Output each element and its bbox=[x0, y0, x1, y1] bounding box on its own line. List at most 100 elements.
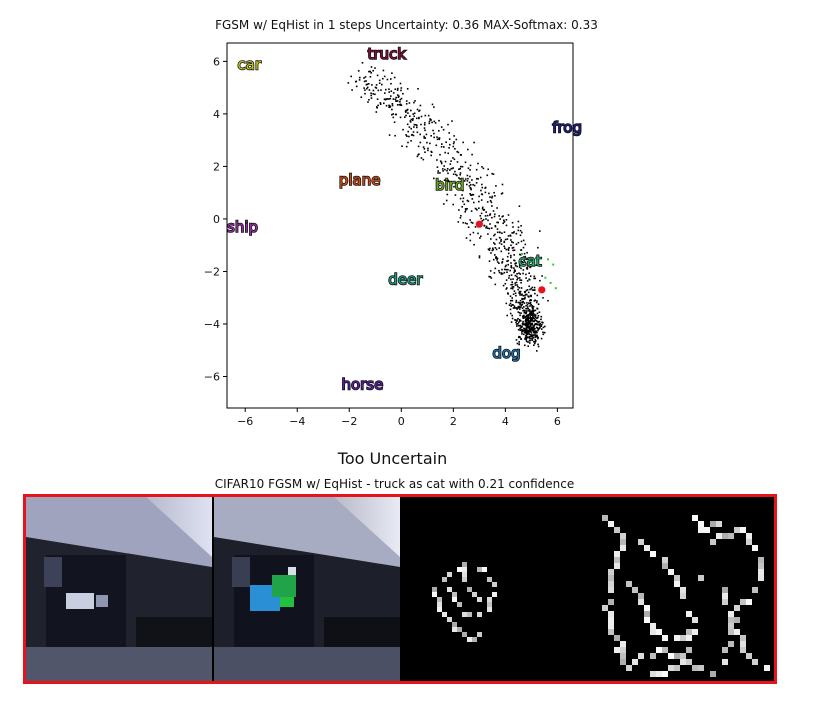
cloud-point bbox=[520, 240, 523, 243]
cloud-point bbox=[519, 329, 521, 331]
map-pixel bbox=[650, 671, 656, 677]
cloud-point bbox=[529, 330, 532, 333]
cloud-point bbox=[542, 331, 544, 334]
map-pixel bbox=[638, 599, 644, 605]
cloud-point bbox=[534, 309, 537, 312]
map-pixel bbox=[620, 533, 626, 539]
cloud-point bbox=[447, 152, 449, 155]
cloud-point bbox=[392, 98, 395, 100]
cloud-point bbox=[534, 277, 537, 280]
cloud-point bbox=[424, 114, 427, 117]
cloud-point bbox=[469, 164, 472, 167]
cloud-point bbox=[535, 264, 537, 266]
green-point bbox=[552, 263, 555, 266]
map-pixel bbox=[692, 665, 698, 671]
class-label-plane: plane bbox=[339, 171, 381, 189]
cloud-point bbox=[524, 255, 526, 258]
cloud-point bbox=[451, 167, 453, 170]
cloud-point bbox=[406, 109, 408, 112]
map-pixel bbox=[614, 557, 620, 563]
map-pixel bbox=[746, 653, 752, 659]
map-pixel bbox=[608, 599, 614, 605]
cloud-point bbox=[478, 255, 481, 257]
cloud-point bbox=[503, 245, 505, 248]
cloud-point bbox=[495, 185, 497, 187]
cloud-point bbox=[500, 273, 503, 275]
caption-text: CIFAR10 FGSM w/ EqHist - truck as cat wi… bbox=[214, 477, 575, 491]
cloud-point bbox=[485, 218, 487, 220]
cloud-point bbox=[530, 304, 533, 306]
cloud-point bbox=[501, 183, 504, 186]
cloud-point bbox=[547, 299, 549, 302]
cloud-point bbox=[528, 339, 531, 342]
cloud-point bbox=[512, 293, 515, 295]
cloud-point bbox=[536, 336, 539, 338]
cloud-point bbox=[519, 327, 521, 330]
map-pixel bbox=[650, 551, 656, 557]
cloud-point bbox=[527, 323, 530, 325]
cloud-point bbox=[518, 277, 521, 279]
cloud-point bbox=[514, 284, 517, 286]
cloud-point bbox=[448, 147, 450, 149]
cloud-point bbox=[513, 271, 515, 274]
cloud-point bbox=[529, 288, 531, 291]
map-pixel bbox=[447, 572, 452, 577]
cloud-point bbox=[443, 179, 446, 181]
cloud-point bbox=[474, 207, 477, 210]
cloud-point bbox=[531, 330, 534, 332]
cloud-point bbox=[450, 183, 453, 186]
cloud-point bbox=[527, 319, 529, 321]
cloud-point bbox=[494, 247, 497, 249]
map-pixel bbox=[437, 597, 442, 602]
cloud-point bbox=[485, 225, 488, 228]
cloud-point bbox=[449, 143, 451, 146]
cloud-point bbox=[509, 295, 512, 297]
map-pixel bbox=[680, 587, 686, 593]
map-pixel bbox=[614, 551, 620, 557]
class-label-frog: frog bbox=[552, 118, 582, 136]
cloud-point bbox=[533, 286, 536, 289]
map-pixel bbox=[650, 629, 656, 635]
cloud-point bbox=[494, 233, 496, 236]
cloud-point bbox=[489, 213, 492, 215]
map-pixel bbox=[608, 611, 614, 617]
cloud-point bbox=[495, 257, 497, 259]
cloud-point bbox=[436, 166, 439, 168]
cloud-point bbox=[423, 135, 425, 138]
cloud-point bbox=[528, 322, 530, 325]
cloud-point bbox=[495, 256, 497, 258]
map-pixel bbox=[462, 577, 467, 582]
verdict-label: Too Uncertain bbox=[0, 449, 813, 468]
class-label-deer: deer bbox=[388, 271, 423, 289]
cloud-point bbox=[528, 327, 531, 330]
map-pixel bbox=[447, 617, 452, 622]
cloud-point bbox=[507, 268, 509, 271]
map-pixel bbox=[638, 653, 644, 659]
cloud-point bbox=[417, 145, 420, 148]
cloud-point bbox=[430, 119, 432, 121]
cloud-point bbox=[406, 135, 408, 137]
cloud-point bbox=[372, 69, 374, 72]
cloud-point bbox=[426, 141, 428, 144]
cloud-point bbox=[511, 304, 513, 306]
cloud-point bbox=[444, 151, 446, 154]
cloud-point bbox=[536, 294, 539, 297]
cloud-point bbox=[527, 326, 530, 329]
cloud-point bbox=[535, 319, 538, 322]
cloud-point bbox=[487, 233, 489, 235]
cloud-point bbox=[513, 269, 516, 271]
cloud-point bbox=[528, 278, 530, 281]
cloud-point bbox=[372, 93, 374, 95]
cloud-point bbox=[520, 338, 522, 340]
cloud-point bbox=[518, 264, 521, 267]
map-pixel bbox=[487, 607, 492, 612]
cloud-point bbox=[511, 232, 513, 234]
cloud-point bbox=[459, 172, 462, 174]
cloud-point bbox=[437, 172, 439, 174]
cloud-point bbox=[448, 138, 451, 140]
map-pixel bbox=[704, 527, 710, 533]
plot-frame bbox=[226, 42, 574, 409]
cloud-point bbox=[476, 177, 478, 180]
cloud-point bbox=[363, 77, 365, 79]
cloud-point bbox=[523, 315, 525, 317]
